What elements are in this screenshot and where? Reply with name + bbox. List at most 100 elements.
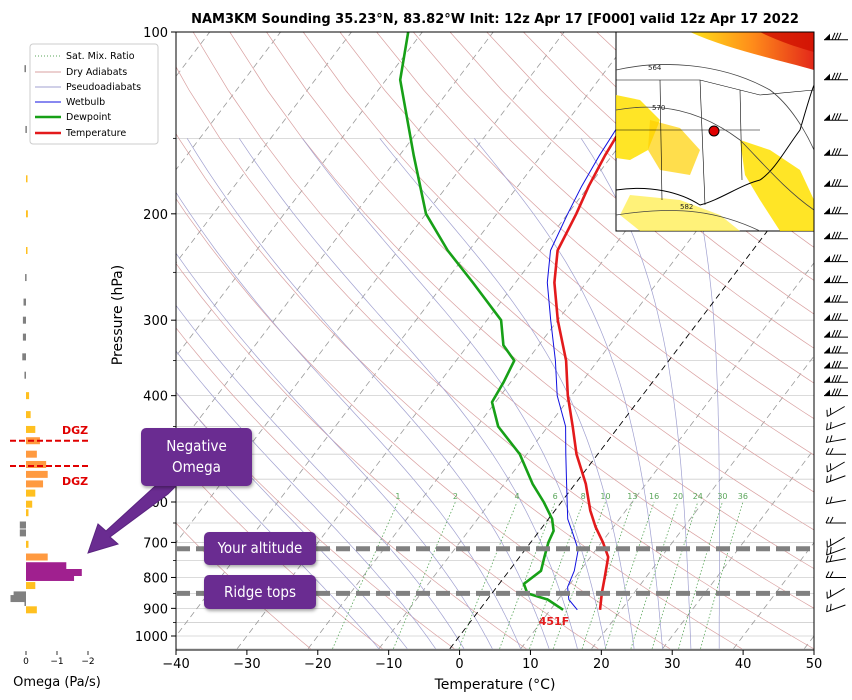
wind-barb-pennant: [824, 114, 830, 121]
wind-barb-feather: [826, 548, 828, 556]
wind-barb: [825, 554, 846, 563]
wind-barb-shaft: [827, 406, 845, 417]
wind-barb-pennant: [824, 149, 830, 156]
wind-barb-feather: [837, 275, 842, 283]
omega-bar: [23, 298, 26, 306]
omega-bar: [22, 316, 26, 324]
wind-barb: [825, 447, 846, 455]
wind-barb-feather: [837, 206, 842, 214]
wind-barb-feather: [829, 447, 834, 455]
pseudo-adiabat-line: [176, 304, 465, 649]
temperature-line: [553, 32, 683, 610]
dry-adiabat-line: [302, 32, 814, 493]
dry-adiabat-line: [176, 133, 743, 650]
wind-barb-feather: [825, 497, 829, 504]
wind-barb-feather: [837, 231, 842, 239]
wind-barb-feather: [837, 254, 842, 262]
mixing-ratio-label: 36: [738, 492, 748, 501]
negative-omega-arrow: [87, 477, 177, 554]
x-tick-label: 0: [455, 657, 463, 672]
wind-barb-pennant: [824, 362, 830, 368]
omega-bar: [25, 125, 27, 133]
wind-barb-feather: [837, 113, 842, 121]
wind-barb: [826, 406, 845, 417]
wind-barb-feather: [829, 474, 832, 482]
wind-barb: [826, 587, 845, 599]
wind-barb-pennant: [824, 314, 830, 321]
wind-barb-feather: [829, 554, 833, 562]
wind-barb-feather: [826, 540, 828, 548]
wind-barb: [825, 496, 846, 505]
wind-barb: [824, 375, 848, 383]
wind-barb: [824, 32, 848, 41]
omega-bar: [26, 470, 48, 478]
wind-barb: [824, 206, 848, 215]
map-height-label-564: 564: [648, 64, 662, 72]
wind-barb-feather: [834, 275, 839, 283]
wind-barbs: [824, 32, 848, 613]
wind-barb-pennant: [824, 347, 830, 353]
wind-barb-feather: [834, 179, 839, 187]
map-borders: [616, 79, 814, 206]
dry-adiabat-line: [176, 391, 455, 650]
wind-barb-shaft: [826, 604, 846, 613]
wind-barb: [826, 474, 846, 484]
wind-barb-pennant: [824, 33, 830, 40]
wind-barb-feather: [829, 538, 832, 546]
wind-barb-feather: [834, 329, 839, 338]
wind-barb-feather: [829, 603, 832, 611]
x-tick-label: 10: [522, 657, 539, 672]
negative-omega-line1: Negative: [166, 437, 227, 455]
map-precip-south: [620, 195, 740, 231]
wind-barb-shaft: [826, 499, 846, 505]
wind-barb-pennant: [824, 331, 830, 338]
dgz-label-lower: DGZ: [62, 475, 88, 488]
negative-omega-callout: Negative Omega: [141, 428, 252, 486]
y-tick-label: 900: [143, 602, 168, 617]
dry-adiabat-line: [413, 32, 814, 384]
wind-barb-feather: [834, 294, 839, 303]
wind-barb-feather: [831, 388, 836, 396]
wind-barb: [826, 461, 845, 473]
omega-bar: [26, 411, 31, 419]
map-precip-east: [740, 140, 814, 231]
mixing-ratio-line: [499, 501, 556, 649]
dry-adiabat-line: [339, 32, 814, 456]
wind-barb-feather: [831, 113, 836, 121]
omega-tick-label: 0: [23, 657, 29, 667]
dry-adiabat-line: [176, 198, 671, 650]
wind-barb-feather: [825, 447, 830, 455]
omega-bar: [26, 392, 30, 400]
wind-barb-feather: [834, 113, 839, 121]
wind-barb-pennant: [824, 73, 830, 80]
omega-bar: [26, 480, 44, 488]
legend-label-wetbulb: Wetbulb: [66, 97, 105, 108]
wind-barb-feather: [834, 206, 839, 214]
pseudo-adiabat-line: [302, 138, 607, 649]
dry-adiabats: [176, 32, 814, 650]
wind-barb: [824, 345, 848, 354]
omega-bar: [25, 274, 27, 282]
mixing-ratio-label: 16: [649, 492, 659, 501]
mixing-ratio-label: 24: [693, 492, 703, 501]
wind-barb-feather: [837, 360, 842, 369]
map-contour-2: [616, 106, 814, 211]
wind-barb-shaft: [826, 558, 846, 563]
wind-barb-feather: [834, 231, 839, 239]
pseudo-adiabat-line: [474, 138, 663, 649]
map-height-label-582: 582: [680, 203, 693, 211]
y-tick-label: 400: [143, 390, 168, 405]
wind-barb-shaft: [826, 438, 846, 443]
wind-barb: [826, 421, 846, 431]
wind-barb: [824, 148, 848, 156]
wind-barb-pennant: [824, 180, 830, 187]
pseudo-adiabat-line: [176, 252, 493, 649]
wind-barb-feather: [829, 421, 832, 429]
wind-barb-feather: [831, 32, 836, 40]
omega-axis-ticks: 0 −1 −2: [23, 651, 95, 667]
wind-barb-feather: [831, 294, 836, 303]
x-axis-label: Temperature (°C): [434, 677, 556, 693]
x-tick-label: 20: [593, 657, 610, 672]
mixing-ratio-line: [458, 501, 518, 649]
map-contour-1: [616, 64, 814, 151]
